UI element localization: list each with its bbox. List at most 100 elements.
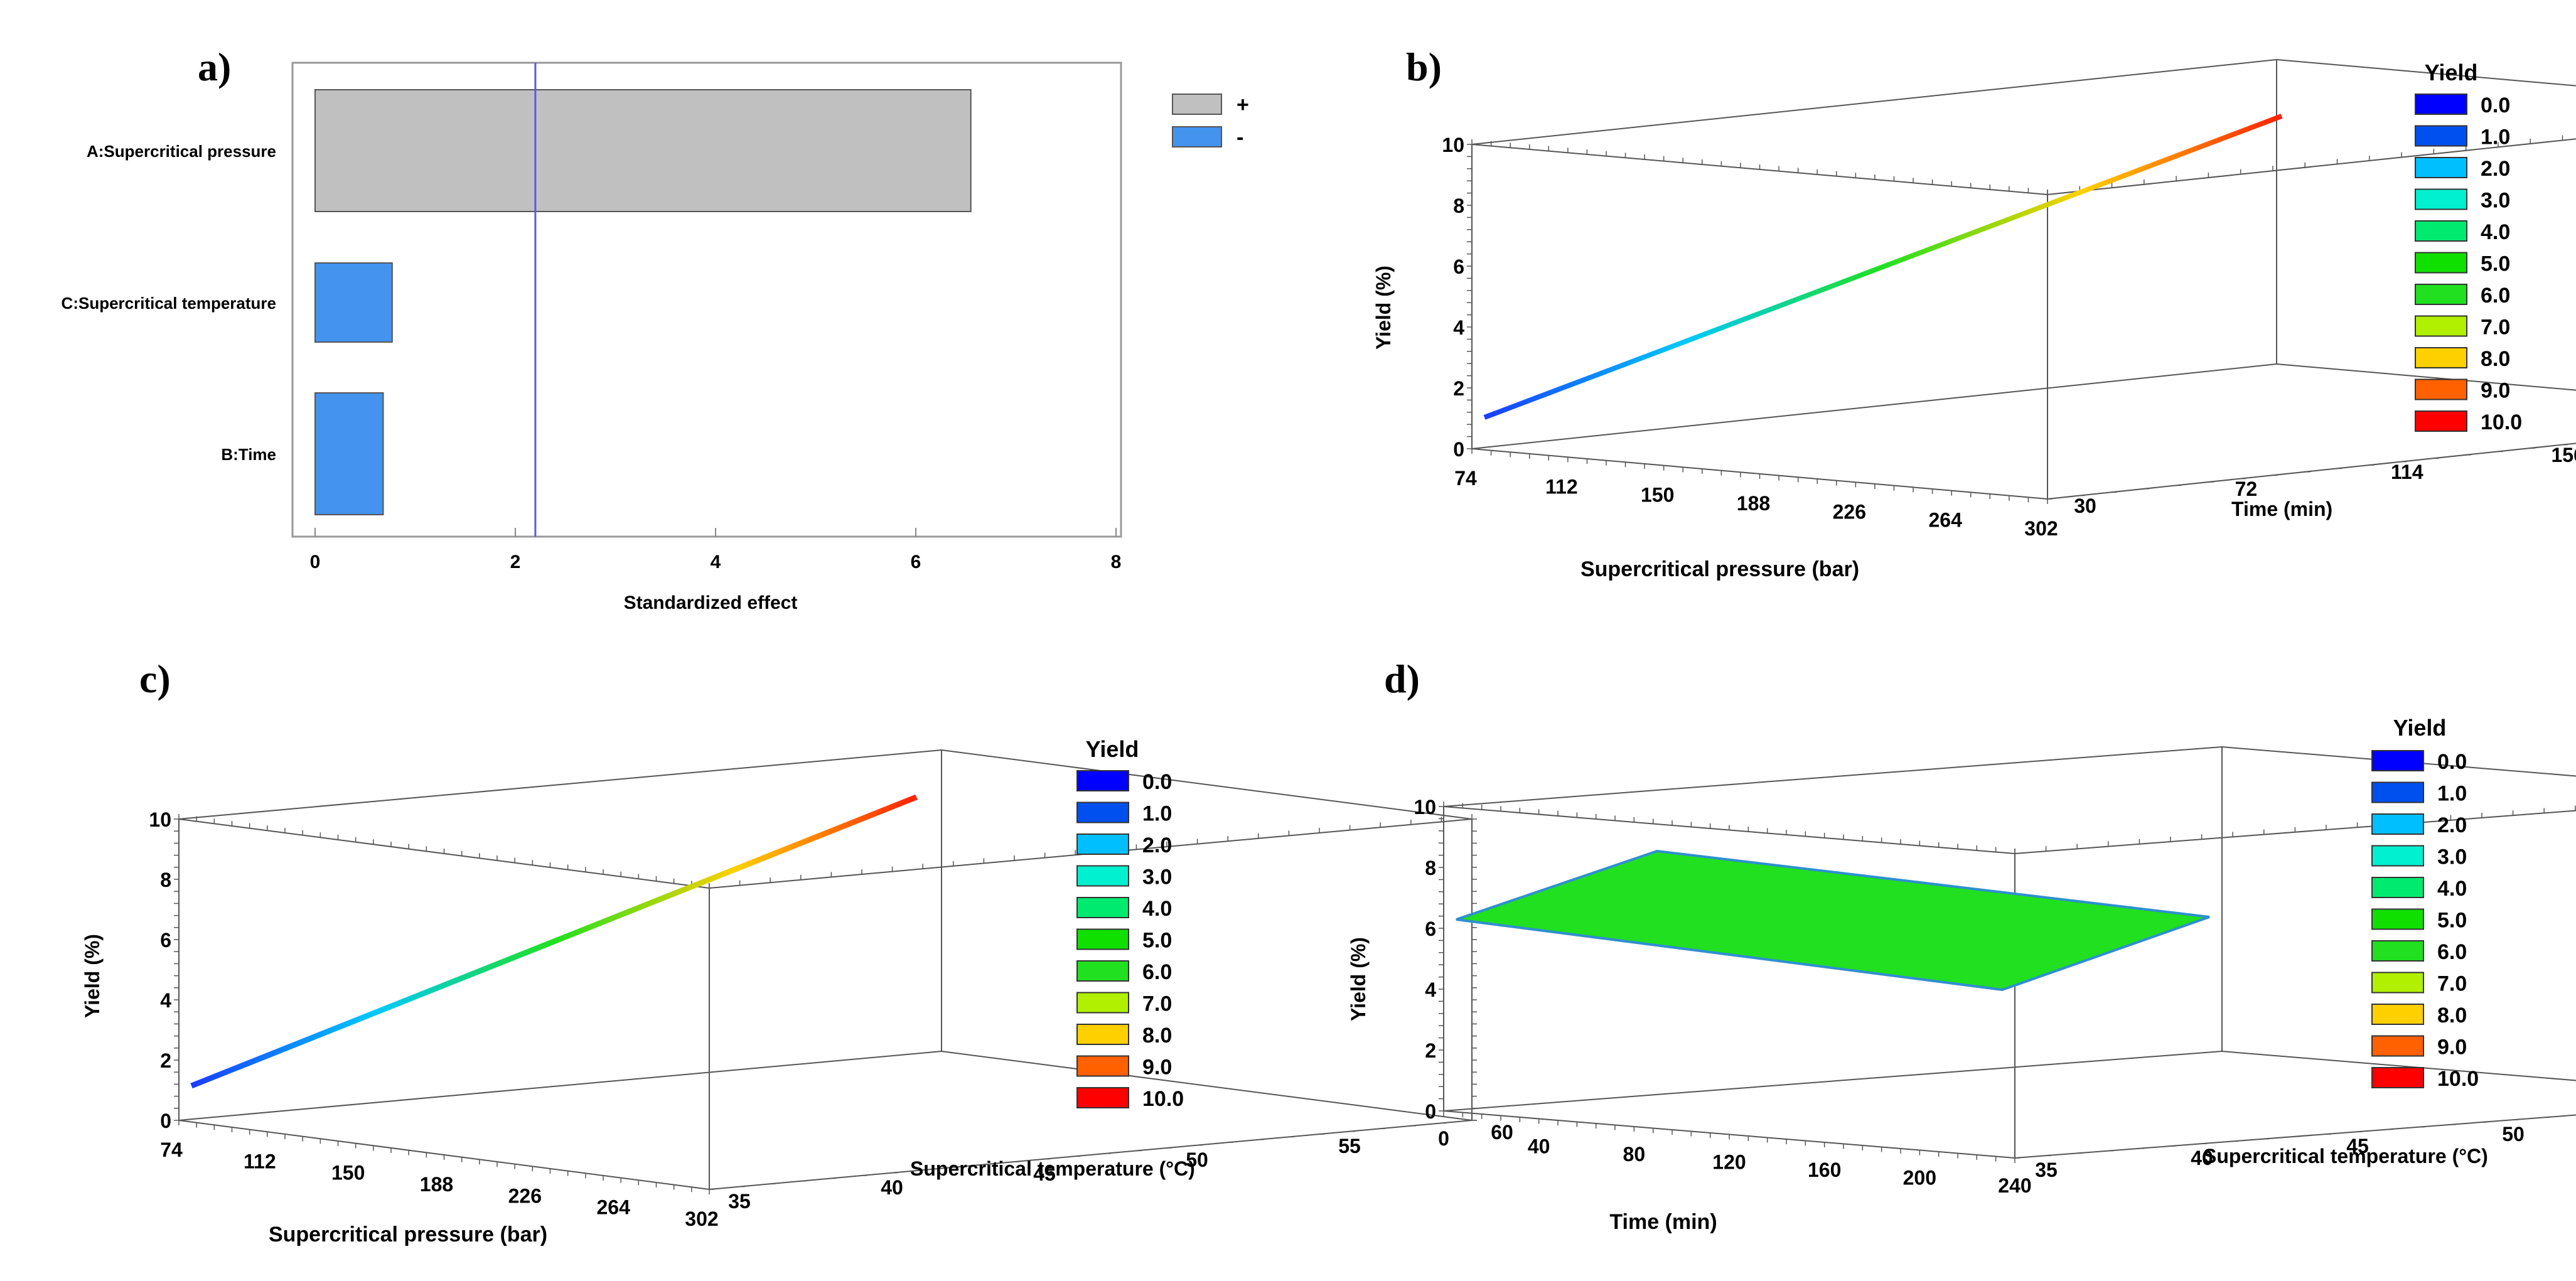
legend-swatch bbox=[2371, 750, 2424, 771]
x-tick-label: 112 bbox=[1545, 475, 1578, 498]
panel-a-category-label: B:Time bbox=[221, 445, 276, 464]
x-tick-label: 40 bbox=[1528, 1135, 1550, 1158]
x-tick-label: 80 bbox=[1623, 1143, 1646, 1166]
x-tick-label: 74 bbox=[1454, 467, 1477, 490]
legend-swatch bbox=[2371, 1004, 2424, 1025]
z-tick-label: 0 bbox=[160, 1110, 171, 1132]
panel-a-bar bbox=[314, 392, 384, 515]
box-edge bbox=[2014, 1114, 2576, 1159]
y-tick-label: 60 bbox=[1491, 1121, 1513, 1144]
legend-swatch bbox=[2371, 813, 2424, 835]
panel-a: a) 0 2 4 6 8 A:Supercritical pressure C:Super… bbox=[62, 45, 1249, 613]
panel-d-z-ticks: 0 2 4 6 8 10 bbox=[1414, 796, 1436, 1123]
x-tick-label: 226 bbox=[1833, 500, 1866, 523]
z-tick-label: 4 bbox=[1453, 316, 1464, 339]
legend-label: 3.0 bbox=[2481, 189, 2510, 213]
x-tick-label: 120 bbox=[1712, 1151, 1746, 1174]
box-edge bbox=[709, 1120, 1473, 1190]
panel-c-box bbox=[174, 749, 1477, 1194]
box-edge bbox=[2014, 810, 2576, 854]
legend-label: 1.0 bbox=[2481, 126, 2510, 149]
panel-a-ticks: 0 2 4 6 8 bbox=[310, 528, 1122, 572]
legend-label: 7.0 bbox=[1142, 992, 1172, 1016]
panel-a-xtick-label: 8 bbox=[1111, 552, 1122, 572]
x-tick-label: 240 bbox=[1998, 1174, 2031, 1197]
z-tick-label: 2 bbox=[160, 1049, 171, 1072]
legend-label: 2.0 bbox=[1142, 833, 1172, 857]
z-tick-label: 0 bbox=[1425, 1100, 1436, 1123]
panel-b-xlabel: Supercritical pressure (bar) bbox=[1580, 557, 1859, 581]
panel-c-zlabel: Yield (%) bbox=[81, 934, 104, 1018]
legend-swatch bbox=[1076, 928, 1129, 950]
legend-label: 4.0 bbox=[2481, 220, 2510, 244]
legend-swatch-positive bbox=[1172, 94, 1222, 115]
legend-label-negative: - bbox=[1237, 126, 1243, 149]
y-tick-label: 35 bbox=[2035, 1159, 2058, 1181]
panel-b-z-ticks: 0 2 4 6 8 10 bbox=[1442, 134, 1464, 461]
legend-swatch bbox=[2415, 125, 2467, 147]
z-tick-label: 6 bbox=[1453, 255, 1464, 278]
box-edge bbox=[1443, 1051, 2223, 1112]
panel-b-ylabel: Time (min) bbox=[2231, 498, 2332, 520]
box-edge bbox=[178, 1051, 942, 1121]
legend-swatch bbox=[2415, 157, 2467, 178]
x-tick-label: 226 bbox=[508, 1184, 542, 1207]
legend-swatch bbox=[1076, 1055, 1129, 1077]
box-edge bbox=[2276, 363, 2576, 391]
panel-a-xtick-label: 4 bbox=[711, 552, 721, 572]
y-tick-label: 72 bbox=[2235, 478, 2258, 500]
z-tick-label: 6 bbox=[1425, 918, 1436, 940]
legend-label: 8.0 bbox=[2481, 347, 2510, 371]
z-tick-label: 0 bbox=[1453, 438, 1464, 461]
panel-a-xtick-label: 0 bbox=[310, 552, 321, 572]
legend-swatch bbox=[2415, 410, 2467, 432]
y-tick-label: 55 bbox=[1338, 1135, 1361, 1157]
x-tick-label: 264 bbox=[1928, 509, 1962, 532]
legend-swatch bbox=[2371, 845, 2424, 867]
panel-a-label: a) bbox=[198, 45, 231, 89]
legend-swatch bbox=[2415, 315, 2467, 337]
legend-swatch bbox=[2371, 781, 2424, 803]
y-tick-label: 114 bbox=[2391, 461, 2423, 483]
legend-label: 4.0 bbox=[2437, 877, 2467, 901]
legend-swatch bbox=[1076, 897, 1129, 918]
z-tick-label: 10 bbox=[1414, 796, 1436, 818]
legend-swatch bbox=[2371, 1035, 2424, 1057]
legend-label: 5.0 bbox=[2481, 252, 2510, 276]
panel-d-surface bbox=[1456, 849, 2210, 992]
legend-label: 8.0 bbox=[1142, 1024, 1172, 1048]
legend-swatch bbox=[1076, 833, 1129, 855]
legend-swatch bbox=[1076, 865, 1129, 887]
box-edge bbox=[178, 749, 942, 820]
legend-swatch bbox=[2371, 972, 2424, 994]
legend-swatch bbox=[2415, 94, 2467, 115]
y-tick-label: 40 bbox=[881, 1176, 903, 1199]
legend-label: 8.0 bbox=[2437, 1004, 2467, 1027]
legend-swatch bbox=[2415, 378, 2467, 400]
z-tick-label: 10 bbox=[1442, 134, 1464, 156]
y-tick-label: 30 bbox=[2074, 495, 2096, 517]
panel-c-surface bbox=[190, 794, 918, 1089]
panel-c-xlabel: Supercritical pressure (bar) bbox=[269, 1223, 547, 1246]
x-tick-label: 74 bbox=[160, 1139, 183, 1161]
legend-swatch bbox=[2371, 1067, 2424, 1088]
box-edge bbox=[1471, 363, 2277, 449]
legend-swatch bbox=[1076, 960, 1129, 982]
panel-a-category-label: C:Supercritical temperature bbox=[62, 294, 276, 313]
x-tick-label: 150 bbox=[331, 1162, 365, 1184]
panel-a-xtick-label: 6 bbox=[911, 552, 921, 572]
z-tick-label: 8 bbox=[1453, 195, 1464, 217]
panel-a-xlabel: Standardized effect bbox=[624, 592, 798, 613]
x-tick-label: 302 bbox=[685, 1208, 718, 1230]
legend-label: 6.0 bbox=[2481, 284, 2510, 308]
x-tick-label: 188 bbox=[420, 1173, 453, 1196]
legend-swatch-negative bbox=[1172, 126, 1222, 147]
panel-c-legend: Yield 0.0 1.0 2.0 3.0 4.0 5.0 6.0 7.0 8.0 9.0 10.0 bbox=[1076, 736, 1184, 1111]
box-edge bbox=[2047, 442, 2576, 500]
legend-swatch bbox=[2371, 908, 2424, 930]
panel-a-category-label: A:Supercritical pressure bbox=[87, 142, 276, 161]
z-tick-label: 6 bbox=[160, 929, 171, 951]
x-tick-label: 200 bbox=[1903, 1167, 1936, 1189]
